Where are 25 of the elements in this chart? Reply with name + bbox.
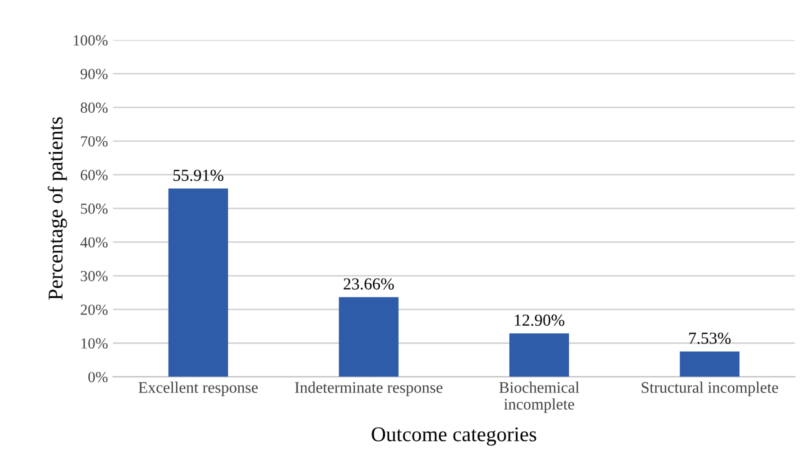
y-tick-label: 90% xyxy=(80,68,108,80)
data-label: 12.90% xyxy=(514,314,564,326)
bar xyxy=(680,351,740,377)
x-axis-title: Outcome categories xyxy=(372,427,536,446)
bar xyxy=(338,297,399,377)
y-tick-label: 10% xyxy=(81,338,108,349)
y-tick-label: 70% xyxy=(81,136,108,147)
y-tick-label: 100% xyxy=(74,35,108,46)
data-label: 7.53% xyxy=(689,332,731,344)
y-tick-label: 50% xyxy=(81,204,108,214)
y-tick-label: 30% xyxy=(80,270,108,282)
x-tick-label: Excellent response xyxy=(138,382,258,396)
y-tick-label: 60% xyxy=(80,170,108,180)
y-tick-label: 0% xyxy=(88,372,108,382)
x-tick-label: Indeterminate response xyxy=(294,382,442,396)
data-label: 55.91% xyxy=(173,170,224,182)
y-tick-label: 40% xyxy=(80,237,108,248)
bar xyxy=(168,188,228,377)
y-axis-title: Percentage of patients xyxy=(48,117,67,300)
x-tick-label: Structural incomplete xyxy=(642,382,778,396)
y-tick-label: 80% xyxy=(80,102,108,113)
bar xyxy=(509,333,570,377)
y-tick-label: 20% xyxy=(80,304,108,315)
x-tick-label: Biochemical incomplete xyxy=(499,382,580,413)
data-label: 23.66% xyxy=(344,278,394,290)
